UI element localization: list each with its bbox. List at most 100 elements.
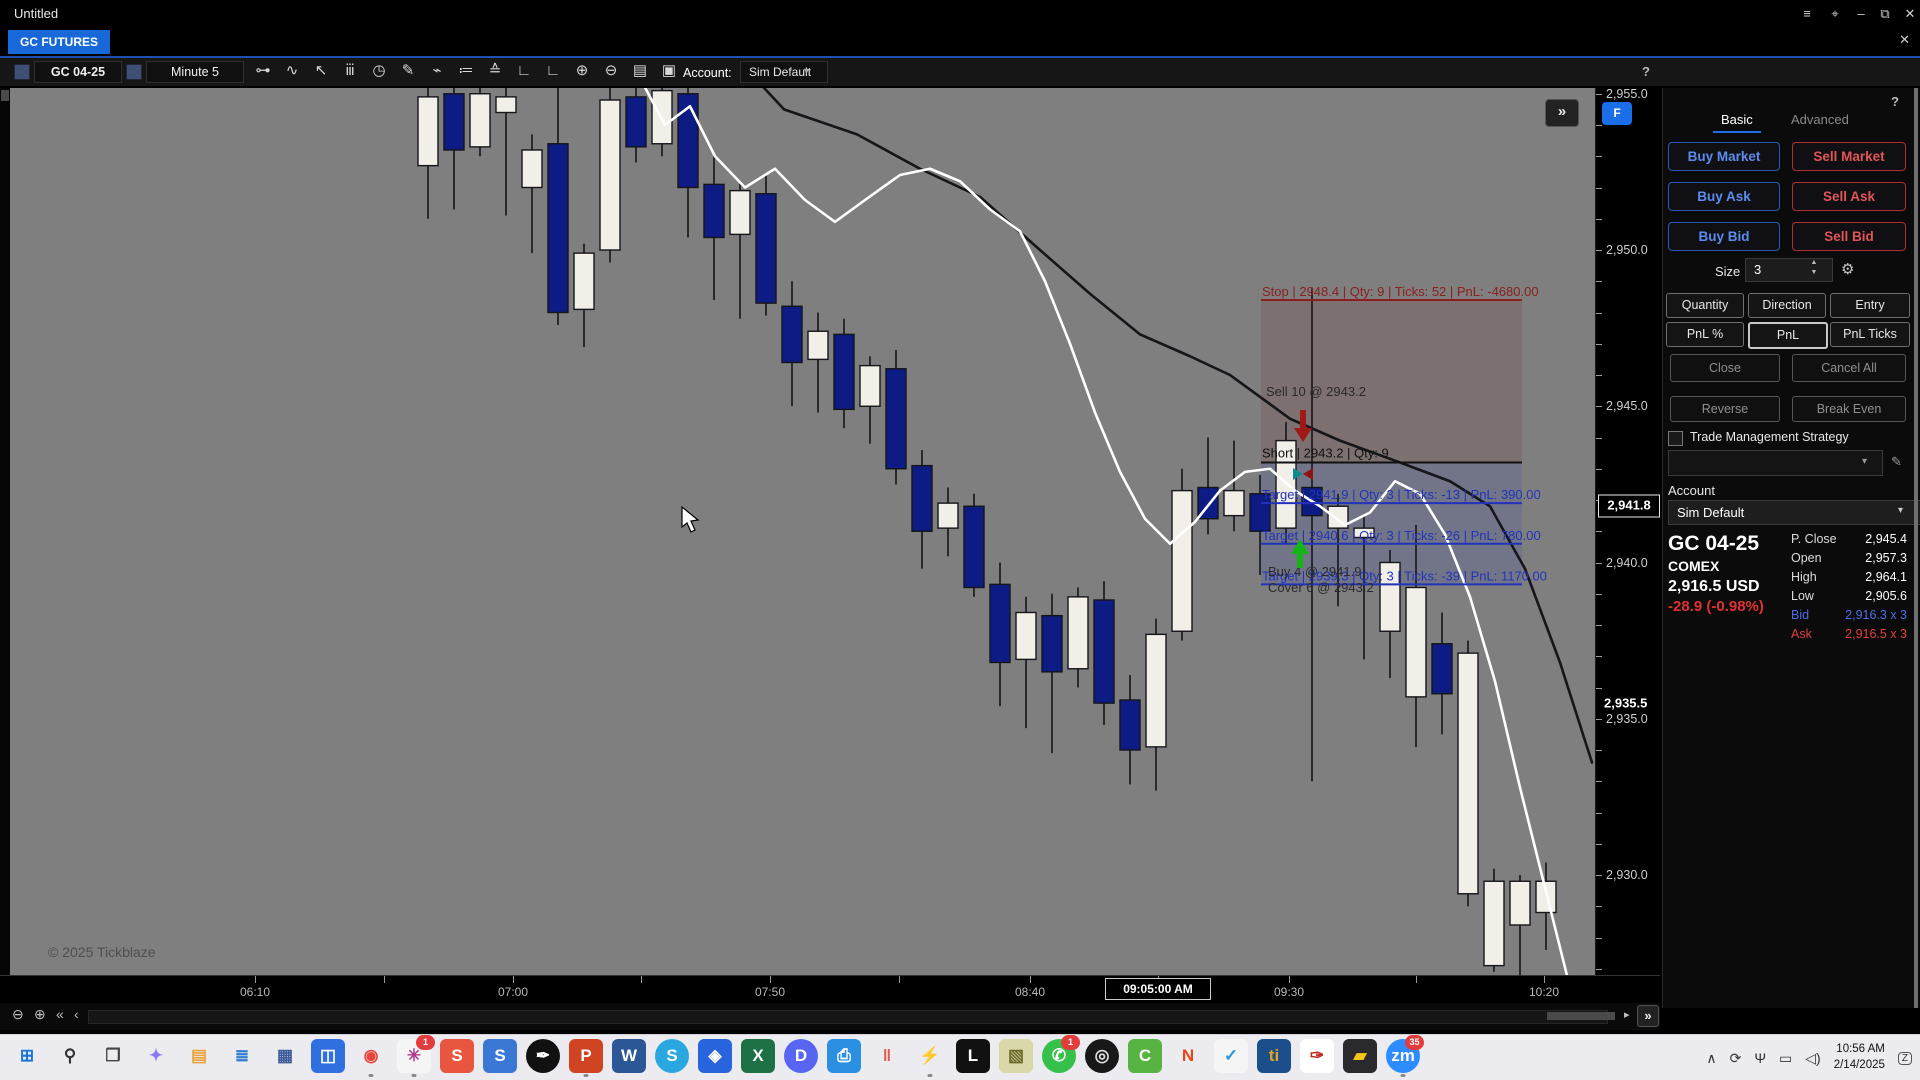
start-button[interactable]: ⊞ xyxy=(19,1046,35,1065)
candle-07:50[interactable] xyxy=(755,175,777,316)
scrollbar-thumb[interactable] xyxy=(1547,1012,1615,1020)
tab-gc-futures[interactable]: GC FUTURES xyxy=(8,30,110,54)
skype-icon[interactable]: S xyxy=(655,1039,689,1073)
size-stepper[interactable]: ▲ ▼ xyxy=(1810,259,1818,276)
candle-07:55[interactable] xyxy=(781,281,803,407)
candle-10:05[interactable] xyxy=(1457,640,1479,907)
candle-08:15[interactable] xyxy=(885,350,907,485)
expand-right-icon[interactable]: » xyxy=(1637,1005,1659,1027)
left-strip-handle[interactable] xyxy=(1,90,9,101)
symbol-link-box[interactable] xyxy=(14,64,30,80)
candle-09:20[interactable] xyxy=(1223,440,1245,532)
cancel-all-button[interactable]: Cancel All xyxy=(1792,354,1906,382)
tray-chevron-icon[interactable]: ∧ xyxy=(1706,1049,1717,1066)
scanner-app-icon[interactable]: ⎙ xyxy=(827,1039,861,1073)
tab-close-icon[interactable]: ✕ xyxy=(1899,32,1910,47)
capture-app-icon[interactable]: L xyxy=(956,1039,990,1073)
flame-app-icon[interactable]: ⚡ xyxy=(913,1039,947,1077)
horizontal-scrollbar[interactable] xyxy=(88,1010,1615,1024)
restore-button[interactable]: ⧉ xyxy=(1880,6,1890,21)
step-forward-icon[interactable]: ▸ xyxy=(1624,1009,1630,1021)
price-axis[interactable]: 2,955.0 2,950.0 2,945.0 2,940.0 2,935.0 2,930… xyxy=(1595,87,1661,975)
search-button[interactable]: ⚲ xyxy=(63,1046,77,1065)
candle-08:20[interactable] xyxy=(911,450,933,569)
obs-icon[interactable]: ◎ xyxy=(1085,1039,1119,1073)
chrome-icon[interactable]: ◉ xyxy=(354,1039,388,1077)
candle-08:45[interactable] xyxy=(1041,593,1063,754)
panel-expand-button[interactable]: » xyxy=(1545,99,1579,127)
target-3-label[interactable]: Target | 2939.3 | Qty: 3 | Ticks: -39 | … xyxy=(1262,568,1547,583)
pnl-button[interactable]: PnL xyxy=(1748,322,1828,349)
discord-icon[interactable]: D xyxy=(784,1039,818,1073)
candle-06:55[interactable] xyxy=(469,88,491,157)
camtasia-icon[interactable]: C xyxy=(1128,1039,1162,1073)
data-inspector-icon[interactable]: ≙ xyxy=(488,62,502,79)
minimize-button[interactable]: – xyxy=(1857,6,1865,21)
task-view-button[interactable]: ❐ xyxy=(105,1046,121,1065)
short-entry-label[interactable]: Short | 2943.2 | Qty: 9 xyxy=(1262,446,1389,461)
copilot-icon[interactable]: ✦ xyxy=(148,1046,164,1065)
tray-monitor-icon[interactable]: ▭ xyxy=(1779,1049,1793,1066)
whatsapp-icon[interactable]: ✆ 1 xyxy=(1042,1035,1080,1073)
direction-button[interactable]: Direction xyxy=(1748,293,1826,318)
candle-07:25[interactable] xyxy=(625,88,647,163)
menu-icon[interactable]: ≡ xyxy=(1803,6,1811,21)
file-explorer-icon[interactable]: ▤ xyxy=(190,1046,208,1065)
candle-06:50[interactable] xyxy=(443,88,465,210)
gear-icon[interactable]: ⚙ xyxy=(1841,261,1855,278)
tray-clock[interactable]: 10:56 AM 2/14/2025 xyxy=(1834,1042,1885,1073)
candle-08:05[interactable] xyxy=(833,318,855,429)
candle-09:00[interactable] xyxy=(1119,675,1141,785)
tray-speaker-icon[interactable]: ◁) xyxy=(1805,1049,1821,1066)
candle-08:00[interactable] xyxy=(807,312,829,413)
calculator-icon[interactable]: ▦ xyxy=(276,1046,294,1065)
microsoft-store-icon[interactable]: ◫ xyxy=(311,1039,345,1073)
strategy-select[interactable]: ▾ xyxy=(1668,450,1883,476)
quill-app-icon[interactable]: ✑ xyxy=(1300,1039,1334,1073)
slack-icon[interactable]: ✳ 1 xyxy=(397,1035,435,1077)
smartsheet-icon[interactable]: S xyxy=(483,1039,517,1073)
candle-10:10[interactable] xyxy=(1483,868,1505,972)
pnl-pct-button[interactable]: PnL % xyxy=(1666,322,1744,347)
buy-market-button[interactable]: Buy Market xyxy=(1668,142,1780,171)
indicator-icon[interactable]: ∿ xyxy=(285,62,299,79)
close-button[interactable]: Close xyxy=(1670,354,1780,382)
reverse-button[interactable]: Reverse xyxy=(1670,396,1780,422)
trendline-icon[interactable]: ⌁ xyxy=(432,62,442,79)
candle-08:10[interactable] xyxy=(859,356,881,444)
sublime-icon[interactable]: S xyxy=(440,1039,474,1073)
ninjatrader-icon[interactable]: N xyxy=(1181,1046,1195,1065)
candle-08:50[interactable] xyxy=(1067,587,1089,688)
zoom-out-icon[interactable]: ⊖ xyxy=(604,62,618,79)
target-2-label[interactable]: Target | 2940.6 | Qty: 3 | Ticks: -26 | … xyxy=(1262,528,1541,543)
tray-sync-icon[interactable]: ⟳ xyxy=(1729,1049,1742,1066)
candle-07:10[interactable] xyxy=(547,88,569,325)
pnl-ticks-button[interactable]: PnL Ticks xyxy=(1830,322,1910,347)
candle-08:55[interactable] xyxy=(1093,581,1115,725)
buy-bid-button[interactable]: Buy Bid xyxy=(1668,222,1780,251)
word-icon[interactable]: W xyxy=(612,1039,646,1073)
candle-06:45[interactable] xyxy=(417,88,439,219)
chart-settings-icon[interactable]: ⊶ xyxy=(255,62,271,79)
drawing-tools-icon[interactable]: ✎ xyxy=(401,62,415,79)
panel-help-icon[interactable]: ? xyxy=(1891,94,1899,109)
candle-08:35[interactable] xyxy=(989,562,1011,707)
edit-pencil-icon[interactable]: ✎ xyxy=(1891,454,1902,469)
powerpoint-icon[interactable]: P xyxy=(569,1039,603,1077)
target-1-label[interactable]: Target | 2941.9 | Qty: 3 | Ticks: -13 | … xyxy=(1262,487,1541,502)
tms-checkbox[interactable] xyxy=(1668,431,1683,446)
trading-app-icon[interactable]: ‖ xyxy=(882,1046,892,1065)
chart-area[interactable]: Stop | 2948.4 | Qty: 9 | Ticks: 52 | PnL… xyxy=(10,88,1595,975)
tray-notification-icon[interactable]: Z xyxy=(1897,1051,1912,1065)
cursor-icon[interactable]: ↖ xyxy=(314,62,328,79)
account-select[interactable]: Sim Default xyxy=(740,61,828,83)
panel-scrollbar[interactable] xyxy=(1914,88,1918,1008)
candle-10:15[interactable] xyxy=(1509,875,1531,975)
axis-scale-icon[interactable]: ∟ xyxy=(516,62,532,79)
tray-mic-icon[interactable]: Ψ xyxy=(1754,1050,1767,1066)
break-even-button[interactable]: Break Even xyxy=(1792,396,1906,422)
chevron-down-icon[interactable]: ▾ xyxy=(804,66,810,77)
stop-label[interactable]: Stop | 2948.4 | Qty: 9 | Ticks: 52 | PnL… xyxy=(1262,284,1539,299)
account-select[interactable]: Sim Default xyxy=(1668,500,1920,525)
interval-link-box[interactable] xyxy=(126,64,142,80)
